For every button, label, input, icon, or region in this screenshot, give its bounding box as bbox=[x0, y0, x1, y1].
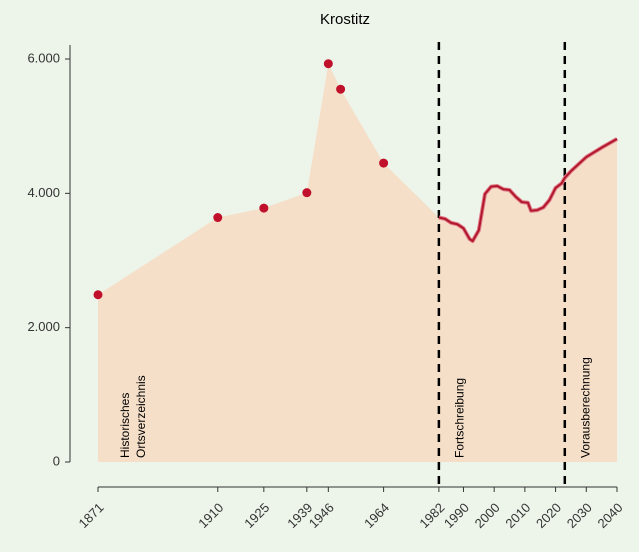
line bbox=[438, 138, 618, 243]
y-tick-label: 2.000 bbox=[27, 319, 60, 334]
data-point bbox=[213, 213, 223, 223]
annotation: Ortsverzeichnis bbox=[134, 375, 148, 458]
chart-title: Krostitz bbox=[320, 11, 370, 28]
y-tick-label: 4.000 bbox=[27, 185, 60, 200]
data-point bbox=[302, 188, 312, 198]
annotation: Vorausberechnung bbox=[578, 357, 592, 458]
data-point bbox=[259, 203, 269, 213]
y-tick-label: 6.000 bbox=[27, 50, 60, 65]
data-point bbox=[379, 158, 389, 168]
y-tick-label: 0 bbox=[53, 453, 60, 468]
data-point bbox=[93, 290, 103, 300]
data-point bbox=[323, 59, 333, 69]
annotation: Historisches bbox=[118, 393, 132, 458]
annotation: Fortschreibung bbox=[453, 378, 467, 458]
area bbox=[98, 63, 617, 463]
data-point bbox=[336, 84, 346, 94]
